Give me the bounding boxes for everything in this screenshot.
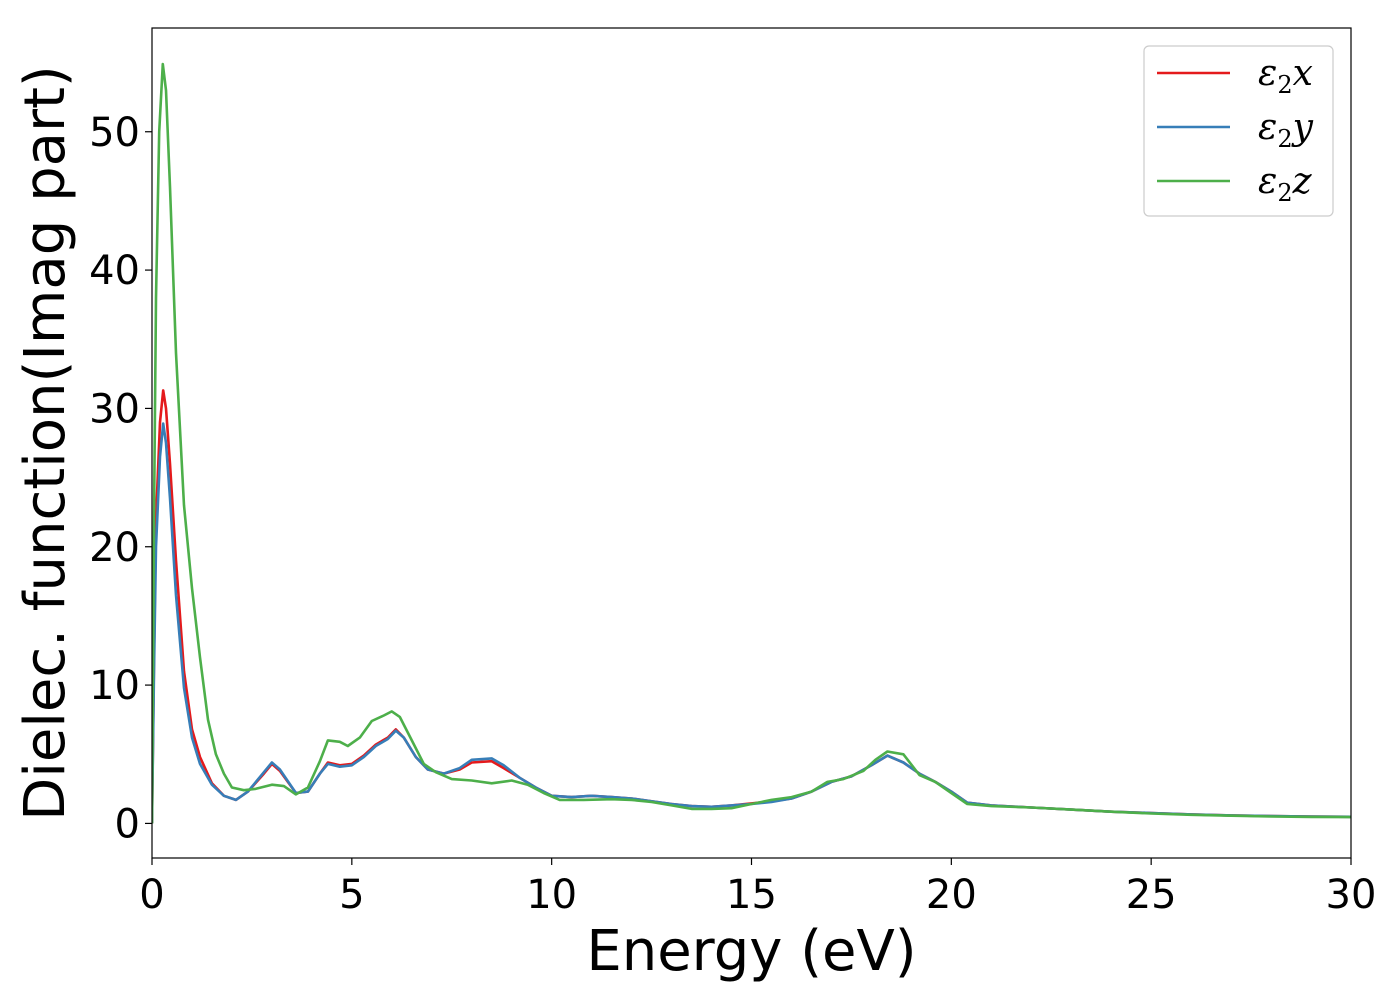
- x-tick-label: 15: [726, 872, 777, 918]
- x-axis-title: Energy (eV): [586, 919, 916, 984]
- legend-box: [1143, 45, 1334, 217]
- x-tick-label: 25: [1126, 872, 1177, 918]
- x-tick-label: 30: [1326, 872, 1377, 918]
- legend-label-z: ε2z: [1258, 161, 1313, 207]
- legend: ε2x ε2y ε2z: [1143, 45, 1334, 217]
- y-tick-label: 10: [89, 663, 140, 709]
- series-line-x: [152, 389, 1351, 824]
- x-tick-label: 20: [926, 872, 977, 918]
- series-lines: [152, 62, 1351, 824]
- y-axis: 0 10 20 30 40 50: [89, 110, 152, 847]
- x-axis: 0 5 10 15 20 25 30: [139, 858, 1376, 918]
- y-tick-label: 20: [89, 525, 140, 571]
- x-tick-label: 10: [526, 872, 577, 918]
- x-tick-label: 0: [139, 872, 164, 918]
- y-axis-title: Dielec. function(Imag part): [13, 65, 78, 821]
- legend-label-y: ε2y: [1258, 107, 1314, 153]
- y-tick-label: 40: [89, 248, 140, 294]
- legend-label-x: ε2x: [1258, 53, 1313, 99]
- x-tick-label: 5: [339, 872, 364, 918]
- y-tick-label: 0: [115, 801, 140, 847]
- y-tick-label: 30: [89, 386, 140, 432]
- series-line-z: [152, 62, 1351, 824]
- y-tick-label: 50: [89, 110, 140, 156]
